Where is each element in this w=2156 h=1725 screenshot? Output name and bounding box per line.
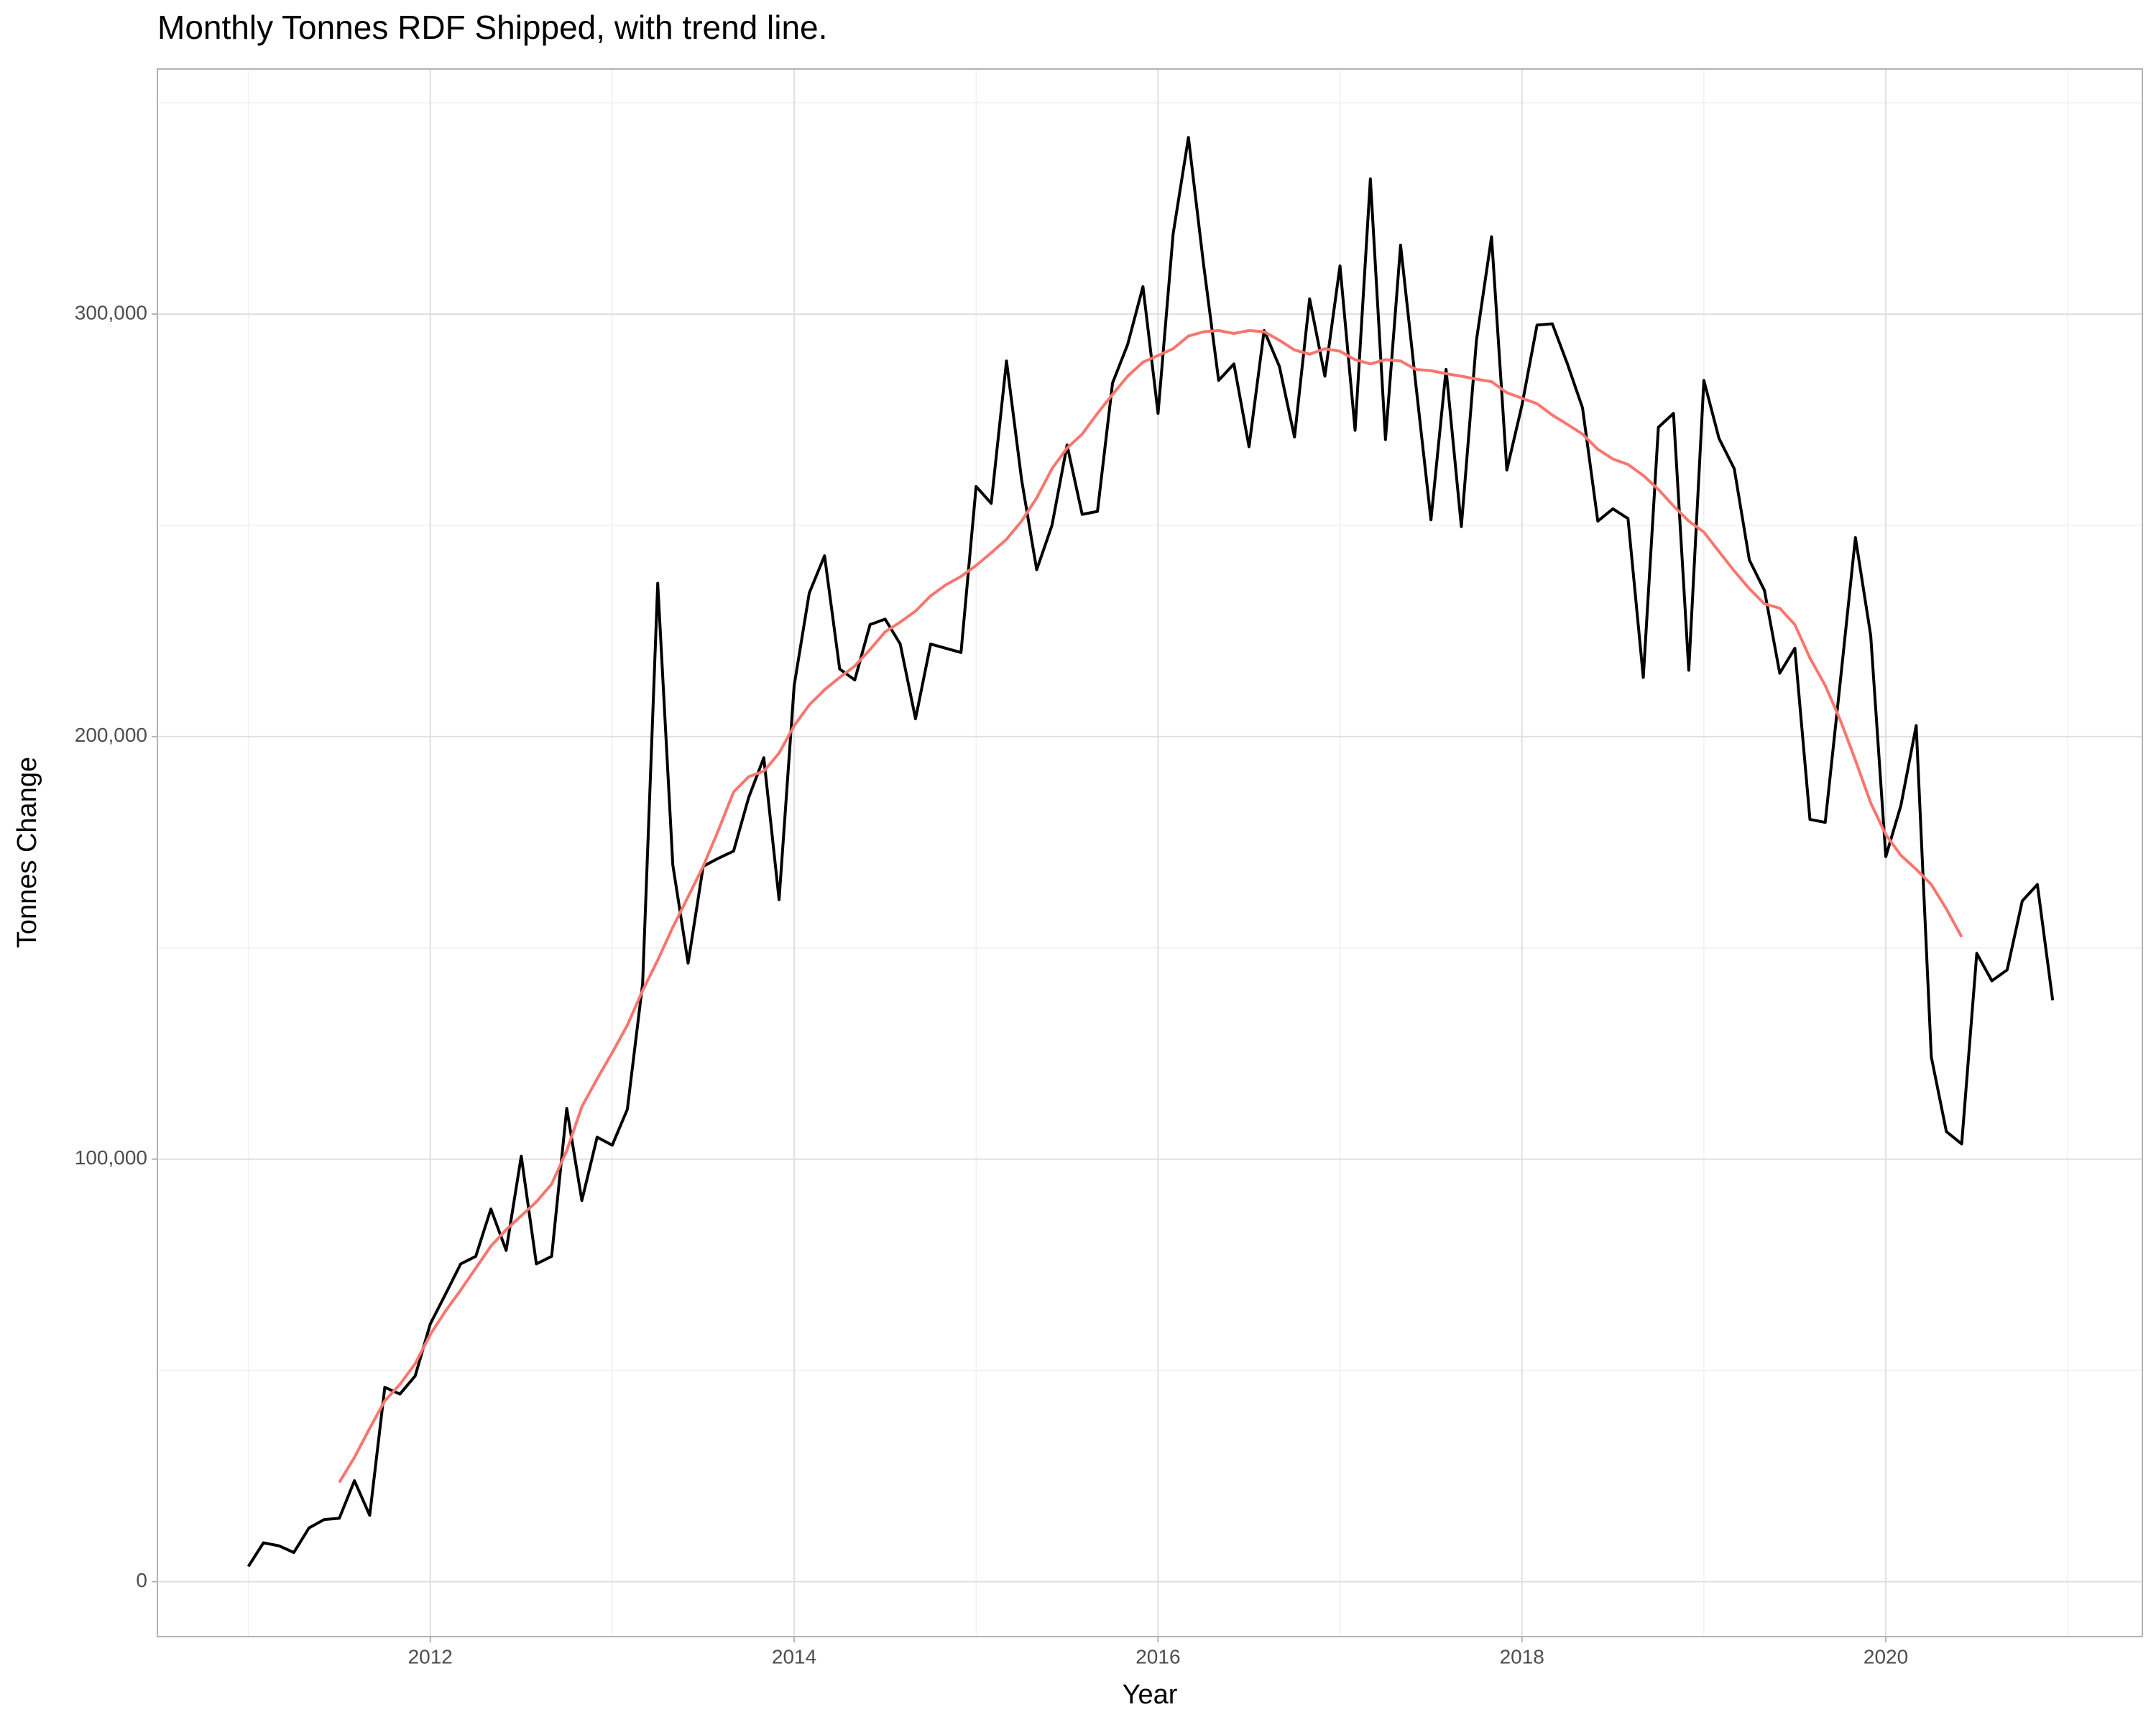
series-line (338, 328, 1963, 1484)
x-tick-label: 2018 (1500, 1645, 1544, 1668)
x-tick-label: 2014 (772, 1645, 816, 1668)
x-axis-title: Year (1123, 1680, 1178, 1710)
y-tick-label: 200,000 (75, 724, 147, 746)
y-tick-label: 0 (136, 1569, 147, 1591)
y-tick-label: 300,000 (75, 301, 147, 323)
series-line (247, 136, 2055, 1568)
x-tick-label: 2012 (408, 1645, 453, 1668)
panel-border (157, 68, 2143, 1637)
x-tick-label: 2020 (1864, 1645, 1908, 1668)
chart-title: Monthly Tonnes RDF Shipped, with trend l… (157, 9, 827, 46)
y-axis-title: Tonnes Change (12, 757, 42, 948)
y-tick-label: 100,000 (75, 1146, 147, 1169)
x-tick-label: 2016 (1135, 1645, 1180, 1668)
